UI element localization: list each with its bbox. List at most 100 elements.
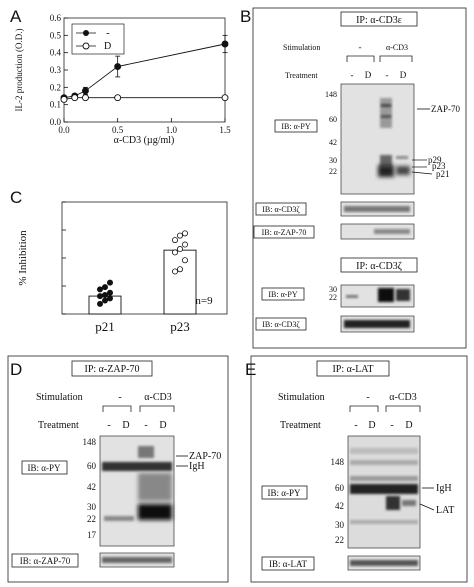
- legend-a: - D: [71, 23, 125, 55]
- y-ticks-c: [62, 201, 66, 315]
- treatment-d-2: D: [122, 420, 129, 431]
- x-ticks-a: 0.0 0.5 1.0 1.5: [58, 118, 231, 135]
- marker-b-60: 60: [329, 115, 337, 124]
- stimulation-label-d: Stimulation: [36, 392, 83, 403]
- panel-c: C p21 p23 % Inhibition n=9: [10, 188, 228, 334]
- ip-label-b-top: IP: α-CD3ε: [356, 15, 402, 26]
- ip-label-e: IP: α-LAT: [332, 364, 373, 375]
- y-tick-label-a: 0.2: [50, 82, 61, 92]
- marker-e-42: 42: [335, 501, 344, 511]
- ib-label-b-2: IB: α-CD3ζ: [262, 205, 300, 214]
- scatter-point: [171, 237, 178, 244]
- y-axis-label-c: % Inhibition: [17, 230, 29, 286]
- scatter-point: [97, 286, 104, 293]
- legend-marker-open: [82, 42, 90, 50]
- treatment-label-d: Treatment: [38, 420, 79, 431]
- treatment-e-4: D: [405, 420, 412, 431]
- treatment-label-e: Treatment: [280, 420, 321, 431]
- data-point: [82, 87, 89, 95]
- panel-letter-a: A: [10, 7, 22, 26]
- ib-label-b-3: IB: α-ZAP-70: [262, 228, 307, 237]
- data-point: [221, 40, 229, 48]
- marker-d-22: 22: [87, 514, 96, 524]
- data-point: [114, 94, 122, 102]
- scatter-point: [171, 268, 178, 275]
- scatter-point: [181, 257, 188, 264]
- ip-box-b-bottom: [340, 257, 418, 273]
- ib-box-b-2: [255, 202, 307, 216]
- treatment-b-4: D: [400, 70, 407, 80]
- treatment-e-1: -: [354, 420, 357, 431]
- arrow-label-p23: p23: [432, 161, 446, 171]
- legend-label-2: D: [104, 41, 111, 52]
- x-axis-label-a: α-CD3 (µg/ml): [114, 135, 175, 146]
- x-tick-label-a: 1.5: [219, 125, 231, 135]
- series-a: [60, 34, 229, 103]
- ib-box-d-1: [21, 460, 68, 475]
- marker-e-22: 22: [335, 535, 344, 545]
- ib-box-e-2: [261, 556, 315, 571]
- data-point: [60, 96, 68, 103]
- y-tick-label-a: 0.3: [50, 65, 62, 75]
- data-point: [221, 94, 229, 102]
- scatter-point: [107, 295, 114, 302]
- marker-e-60: 60: [335, 483, 345, 493]
- scatter-point: [176, 246, 183, 253]
- scatter-point: [97, 293, 104, 300]
- data-point: [82, 94, 89, 102]
- ib-label-d-1: IB: α-PY: [28, 463, 61, 473]
- scatter-point: [102, 291, 109, 298]
- marker-b-22: 22: [329, 167, 337, 176]
- treatment-e-3: -: [390, 420, 393, 431]
- scatter-point: [102, 284, 109, 291]
- marker-e-30: 30: [335, 520, 345, 530]
- arrow-label-zap70-b: ZAP-70: [431, 104, 460, 114]
- category-label-p23: p23: [170, 319, 190, 334]
- ib-label-b-5: IB: α-CD3ζ: [262, 320, 300, 329]
- bar-p23: [163, 249, 197, 315]
- data-point: [114, 63, 122, 70]
- marker-d-148: 148: [83, 437, 97, 447]
- ib-label-e-1: IB: α-PY: [268, 488, 301, 498]
- stimulation-label-e: Stimulation: [278, 392, 325, 403]
- treatment-label-b: Treatment: [285, 71, 318, 80]
- scatter-point: [97, 300, 104, 307]
- treatment-d-4: D: [159, 420, 166, 431]
- ib-label-b-4: IB: α-PY: [268, 290, 298, 299]
- x-tick-label-a: 0.0: [58, 125, 70, 135]
- treatment-d-1: -: [107, 420, 110, 431]
- ip-label-d: IP: α-ZAP-70: [85, 364, 140, 375]
- arrow-label-zap70-d: ZAP-70: [189, 451, 221, 462]
- ib-box-b-3: [253, 225, 315, 239]
- ip-box-e: [316, 360, 390, 377]
- stim-group-b-2: α-CD3: [386, 43, 408, 52]
- ib-box-b-4: [261, 287, 305, 301]
- panel-frame-b: [252, 7, 467, 349]
- marker-d-30: 30: [87, 502, 97, 512]
- y-tick-label-a: 0.1: [50, 100, 61, 110]
- y-ticks-a: 0.0 0.1 0.2 0.3 0.4 0.5 0.6: [50, 13, 68, 127]
- marker-d-42: 42: [87, 482, 96, 492]
- marker-b-30: 30: [329, 156, 337, 165]
- ib-label-d-2: IB: α-ZAP-70: [20, 556, 71, 566]
- panel-letter-b: B: [240, 7, 251, 26]
- y-tick-label-a: 0.0: [50, 117, 62, 127]
- marker-b-bottom-30: 30: [329, 285, 337, 294]
- legend-box: [71, 23, 125, 55]
- ib-label-b-1: IB: α-PY: [281, 122, 311, 131]
- x-tick-label-a: 0.5: [112, 125, 124, 135]
- scatter-point: [107, 289, 114, 296]
- marker-d-60: 60: [87, 461, 97, 471]
- panel-a: A 0.0 0.1 0.2 0.3 0.4 0.5 0.6 0.0 0.5 1.0 1.5 - D…: [10, 7, 231, 146]
- ip-box-b-top: [340, 11, 418, 27]
- panel-b: B IP: α-CD3ε Stimulation - α-CD3 Treatme…: [240, 7, 467, 349]
- legend-marker-filled: [83, 30, 89, 36]
- legend-label-1: -: [106, 27, 110, 39]
- treatment-d-3: -: [144, 420, 147, 431]
- scatter-point: [176, 266, 183, 273]
- treatment-b-1: -: [351, 70, 354, 80]
- x-tick-label-a: 1.0: [166, 125, 178, 135]
- y-axis-label-a: IL-2 production (O.D.): [14, 29, 24, 112]
- scatter-point: [107, 279, 114, 286]
